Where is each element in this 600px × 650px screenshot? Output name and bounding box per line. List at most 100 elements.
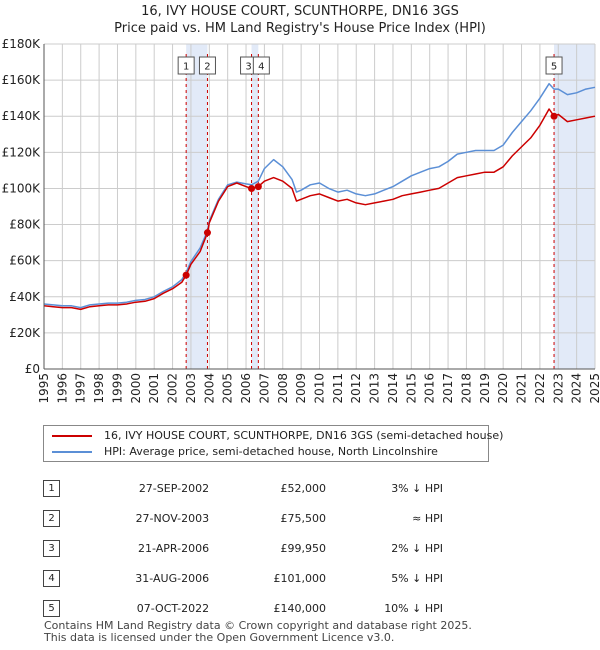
- shaded-region: [251, 44, 259, 369]
- sale-price: £52,000: [280, 481, 327, 495]
- x-tick-label: 2016: [423, 373, 437, 404]
- legend-swatch-property: [52, 435, 92, 437]
- y-tick-label: £0: [25, 362, 40, 376]
- sale-date: 21-APR-2006: [138, 541, 210, 555]
- sale-point: [254, 183, 262, 191]
- x-tick-label: 2024: [570, 373, 584, 404]
- table-row: 5 07-OCT-2022 £140,000 10% ↓ HPI: [43, 593, 443, 623]
- sale-hpi: ≈ HPI: [412, 511, 443, 525]
- sale-marker-box: 5: [545, 56, 563, 75]
- sale-price: £99,950: [280, 541, 327, 555]
- y-tick-label: £120K: [2, 145, 42, 159]
- sales-table: 1 27-SEP-2002 £52,000 3% ↓ HPI 2 27-NOV-…: [43, 473, 443, 623]
- y-tick-label: £180K: [2, 37, 42, 51]
- shaded-region: [186, 44, 208, 369]
- sale-point: [182, 271, 190, 279]
- x-tick-label: 1996: [55, 373, 69, 404]
- table-row: 2 27-NOV-2003 £75,500 ≈ HPI: [43, 503, 443, 533]
- sale-hpi: 3% ↓ HPI: [391, 481, 443, 495]
- sale-hpi: 2% ↓ HPI: [391, 541, 443, 555]
- sale-marker-box-border: [198, 56, 216, 75]
- sale-number: 1: [43, 479, 60, 497]
- x-tick-label: 2001: [147, 373, 161, 404]
- x-tick-label: 2023: [551, 373, 565, 404]
- x-tick-label: 1998: [92, 373, 106, 404]
- x-tick-label: 2011: [331, 373, 345, 404]
- footer: Contains HM Land Registry data © Crown c…: [44, 620, 472, 644]
- sale-marker-label: 2: [204, 62, 210, 73]
- x-tick-label: 2000: [129, 373, 143, 404]
- sale-date: 27-SEP-2002: [138, 481, 210, 495]
- x-tick-label: 2020: [496, 373, 510, 404]
- x-tick-label: 2012: [349, 373, 363, 404]
- x-tick-label: 2021: [515, 373, 529, 404]
- footer-line-2: This data is licensed under the Open Gov…: [44, 631, 395, 644]
- sale-marker-label: 4: [258, 62, 264, 73]
- x-tick-label: 2010: [313, 373, 327, 404]
- sale-price: £75,500: [280, 511, 327, 525]
- sale-marker-lines: [185, 54, 555, 369]
- series-line-property: [43, 108, 596, 311]
- x-tick-label: 2017: [441, 373, 455, 404]
- sale-marker-box: 2: [198, 56, 216, 75]
- title-line-1: 16, IVY HOUSE COURT, SCUNTHORPE, DN16 3G…: [141, 4, 459, 19]
- table-row: 1 27-SEP-2002 £52,000 3% ↓ HPI: [43, 473, 443, 503]
- y-tick-label: £140K: [2, 109, 42, 123]
- axes: [43, 44, 595, 370]
- sale-price: £101,000: [273, 571, 327, 585]
- x-tick-label: 2004: [202, 373, 216, 404]
- sale-date: 31-AUG-2006: [135, 571, 210, 585]
- sale-date: 27-NOV-2003: [135, 511, 210, 525]
- y-tick-label: £60K: [9, 254, 41, 268]
- sale-point: [203, 229, 211, 237]
- sale-number: 4: [43, 569, 60, 587]
- x-tick-label: 2002: [166, 373, 180, 404]
- sale-marker-label: 5: [551, 62, 557, 73]
- shaded-region: [554, 44, 595, 369]
- sale-marker-box-border: [177, 56, 195, 75]
- x-tick-label: 2019: [478, 373, 492, 404]
- x-tick-label: 2013: [368, 373, 382, 404]
- y-tick-labels: £0 £20K £40K £60K £80K £100K £120K £140K £160K £1…: [2, 37, 42, 376]
- footer-line-1: Contains HM Land Registry data © Crown c…: [44, 619, 472, 632]
- legend-swatch-hpi: [52, 451, 92, 453]
- chart-title: 16, IVY HOUSE COURT, SCUNTHORPE, DN16 3G…: [0, 3, 600, 37]
- sale-hpi: 10% ↓ HPI: [384, 601, 443, 615]
- x-tick-label: 2025: [588, 373, 600, 404]
- table-row: 4 31-AUG-2006 £101,000 5% ↓ HPI: [43, 563, 443, 593]
- y-tick-label: £100K: [2, 181, 42, 195]
- x-tick-label: 2006: [239, 373, 253, 404]
- sale-number: 5: [43, 599, 60, 617]
- x-tick-label: 2003: [184, 373, 198, 404]
- legend-label-hpi: HPI: Average price, semi-detached house,…: [104, 445, 438, 458]
- sale-hpi: 5% ↓ HPI: [391, 571, 443, 585]
- x-tick-label: 2009: [294, 373, 308, 404]
- sale-price: £140,000: [273, 601, 327, 615]
- series-lines: [43, 82, 596, 311]
- sale-point: [550, 112, 558, 120]
- x-tick-label: 2014: [386, 373, 400, 404]
- x-tick-label: 2007: [257, 373, 271, 404]
- x-tick-labels: 1995 1996 1997 1998 1999 2000 2001 2002 2003 2004…: [37, 373, 600, 404]
- sale-marker-label: 3: [245, 62, 251, 73]
- y-tick-label: £20K: [9, 326, 41, 340]
- y-tick-label: £40K: [9, 290, 41, 304]
- y-tick-label: £160K: [2, 73, 42, 87]
- x-tick-label: 2022: [533, 373, 547, 404]
- sale-points: [182, 112, 558, 279]
- x-tick-label: 1995: [37, 373, 51, 404]
- x-tick-label: 2005: [221, 373, 235, 404]
- sale-marker-label: 1: [183, 62, 189, 73]
- legend-item-hpi: HPI: Average price, semi-detached house,…: [52, 444, 438, 460]
- title-line-2: Price paid vs. HM Land Registry's House …: [114, 21, 486, 36]
- sale-marker-box: 4: [252, 56, 270, 75]
- sale-number: 2: [43, 509, 60, 527]
- gridlines: [43, 43, 596, 370]
- shaded-regions: [186, 44, 595, 369]
- x-tick-label: 1997: [74, 373, 88, 404]
- x-tick-label: 1999: [110, 373, 124, 404]
- legend: 16, IVY HOUSE COURT, SCUNTHORPE, DN16 3G…: [43, 425, 503, 462]
- sale-marker-box-border: [545, 56, 563, 75]
